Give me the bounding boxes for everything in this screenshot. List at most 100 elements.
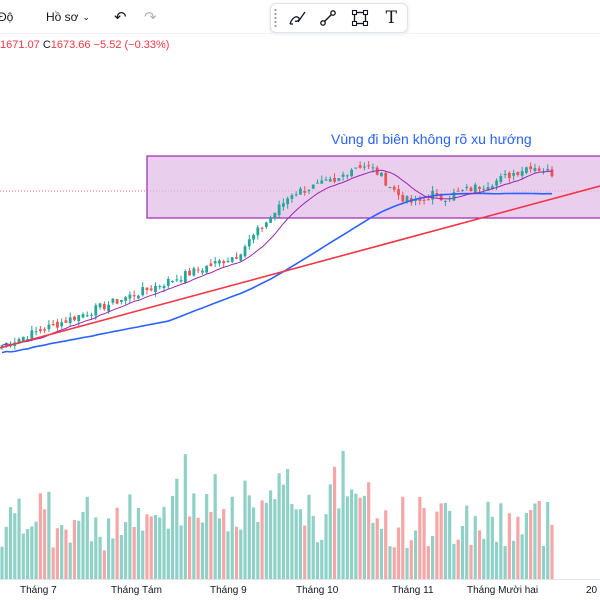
candle-body	[200, 270, 204, 273]
volume-bar	[158, 517, 162, 579]
volume-bar	[499, 503, 503, 579]
candle-body	[85, 315, 89, 317]
candle-body	[213, 261, 217, 264]
candle-body	[171, 281, 174, 283]
candle-body	[294, 194, 298, 196]
candle-body	[345, 175, 349, 177]
candle-body	[367, 165, 371, 167]
range-box	[146, 155, 600, 219]
rectangle-icon	[351, 9, 368, 27]
candle-body	[461, 190, 464, 192]
volume-bar	[520, 534, 524, 579]
candle-body	[107, 304, 110, 312]
trend-line-tool-button[interactable]	[317, 7, 339, 29]
candle-body	[43, 329, 47, 331]
candle-body	[68, 317, 72, 324]
undo-button[interactable]: ↶	[114, 8, 127, 26]
volume-bar	[533, 503, 537, 579]
volume-bar	[337, 508, 341, 579]
volume-bar	[350, 489, 354, 579]
volume-bar	[239, 529, 243, 579]
x-tick-label: Tháng Tám	[111, 585, 162, 596]
volume-bar	[486, 501, 490, 579]
text-tool-button[interactable]: T	[380, 7, 402, 29]
brush-icon	[289, 11, 306, 25]
trend-line-icon	[320, 10, 337, 26]
candle-body	[277, 204, 281, 216]
volume-bar	[60, 525, 64, 579]
volume-bar	[0, 546, 4, 579]
volume-bar	[469, 544, 473, 579]
ohlc-legend: 1671.07 C1673.66 −5.52 (−0.33%)	[0, 39, 169, 51]
volume-bar	[30, 526, 34, 579]
volume-bar	[25, 529, 30, 579]
candle-body	[166, 278, 170, 286]
volume-bar	[431, 535, 435, 579]
volume-bar	[448, 510, 452, 579]
volume-bar	[273, 499, 277, 579]
volume-bar	[217, 518, 222, 579]
candle-body	[426, 199, 430, 201]
volume-bar	[473, 516, 477, 579]
volume-bar	[47, 491, 51, 579]
candle-body	[158, 286, 162, 288]
candle-body	[247, 239, 251, 247]
volume-bar	[136, 508, 141, 579]
volume-bar	[413, 530, 418, 579]
volume-bar	[422, 507, 426, 579]
rectangle-tool-button[interactable]	[349, 7, 371, 29]
volume-bar	[332, 466, 337, 579]
volume-bar	[494, 541, 499, 579]
volume-bar	[98, 536, 102, 579]
volume-bar	[183, 454, 187, 579]
volume-bar	[81, 512, 85, 579]
ma-fast-line	[1, 169, 553, 346]
close-label: C	[42, 39, 51, 51]
volume-bar	[200, 522, 204, 579]
candle-body	[507, 172, 511, 179]
profile-dropdown[interactable]: Hồ sơ ⌄	[46, 8, 90, 26]
candle-body	[286, 198, 290, 205]
candle-body	[51, 324, 55, 326]
volume-bar	[17, 498, 21, 579]
candle-body	[226, 260, 230, 263]
candle-body	[299, 188, 302, 195]
candle-body	[307, 190, 311, 192]
drag-handle-icon[interactable]	[274, 8, 277, 28]
volume-bar	[145, 514, 149, 579]
volume-bar	[375, 518, 379, 579]
candle-body	[119, 300, 123, 302]
candle-body	[64, 320, 68, 323]
candle-body	[328, 178, 332, 182]
volume-bar	[8, 507, 13, 579]
volume-bar	[384, 510, 388, 579]
candle-body	[380, 172, 383, 177]
candle-body	[222, 261, 226, 264]
volume-bar	[153, 514, 158, 579]
candle-body	[260, 227, 264, 229]
candle-body	[503, 173, 507, 175]
brush-tool-button[interactable]	[286, 7, 308, 29]
redo-button[interactable]: ↷	[144, 8, 157, 26]
candle-body	[56, 321, 59, 328]
candle-body	[26, 338, 29, 340]
volume-bar	[102, 550, 106, 579]
volume-bar	[64, 529, 68, 579]
volume-bar	[175, 478, 179, 579]
volume-bar	[77, 520, 81, 579]
volume-bar	[298, 509, 303, 579]
range-annotation: Vùng đi biên không rõ xu hướng	[331, 131, 532, 147]
volume-bar	[4, 526, 8, 579]
candle-body	[137, 295, 140, 299]
volume-bar	[328, 484, 332, 579]
volume-bar	[367, 482, 371, 579]
candle-body	[358, 165, 362, 168]
candle-body	[264, 222, 268, 227]
candle-body	[414, 199, 417, 202]
volume-bar	[68, 542, 72, 579]
trend-line	[0, 185, 600, 349]
chart-type-selector[interactable]: Độ	[0, 8, 13, 26]
candle-body	[243, 246, 247, 257]
candle-body	[21, 336, 25, 342]
